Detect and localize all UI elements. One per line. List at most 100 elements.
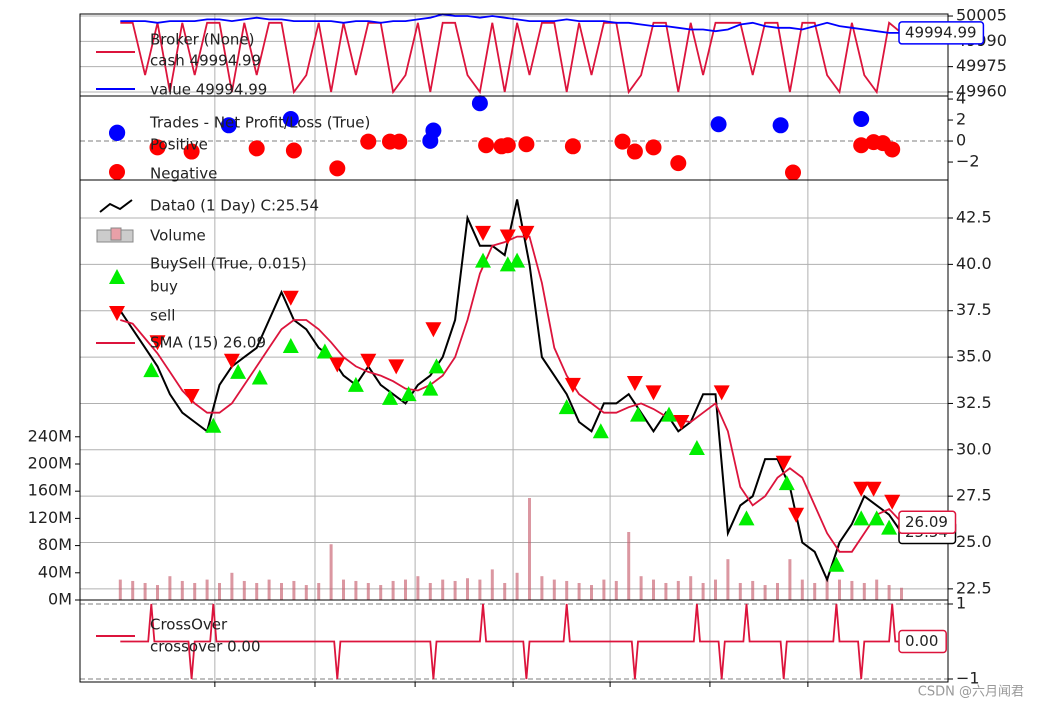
trade-dot [360,133,377,150]
sell-marker [329,357,346,373]
volume-bar [205,579,209,600]
legend-title: Trades - Net Profit/Loss (True) [149,114,370,132]
y-tick-label: 22.5 [956,578,992,597]
panel-frame [79,179,949,601]
buy-marker [868,510,885,526]
volume-bar [193,582,197,600]
legend-title: Broker (None) [150,31,254,49]
legend-label: Volume [150,227,206,245]
sell-marker [775,455,792,471]
volume-bar [453,580,457,600]
buy-marker [509,252,526,268]
volume-bar [838,579,841,600]
legend-label: Positive [150,136,208,154]
sell-marker [388,359,405,375]
buy-marker [316,343,333,359]
end-label: 49994.99 [905,23,977,41]
volume-bar [441,579,445,600]
buy-marker [282,337,299,353]
sell-marker [865,481,882,497]
buy-marker [251,369,268,385]
sell-marker [853,481,870,497]
trade-dot [478,137,495,154]
volume-bar [664,582,668,600]
trade-dot [614,133,631,150]
end-label: 0.00 [905,632,938,650]
trade-dot [853,137,870,154]
buy-marker [428,358,445,374]
volume-bar [528,497,531,600]
y-tick-label: 2 [956,110,966,129]
sell-marker [673,414,690,430]
volume-bar [354,580,358,600]
volume-bar [602,579,606,600]
volume-bar [689,576,693,600]
buy-marker [881,519,898,535]
trade-dot [149,139,166,156]
volume-bar [267,579,271,600]
volume-bar [714,579,717,600]
legend-swatch [99,199,133,213]
trade-dot [772,117,789,134]
sell-marker [282,290,299,306]
end-label: 26.09 [905,513,948,531]
volume-bar [875,579,879,600]
sell-marker [788,507,805,523]
sell-marker [499,229,516,245]
legend-swatch [109,269,125,284]
trade-dot [785,164,801,181]
legend-title: CrossOver [150,616,228,634]
volume-bar [627,531,631,600]
volume-bar [255,582,259,600]
buy-marker [828,556,845,572]
trade-dot [329,160,346,177]
sell-marker [626,376,643,392]
end-label-box [898,21,985,45]
volume-bar [565,580,569,600]
y2-tick-label: 40M [38,562,72,581]
trade-dot [425,122,442,139]
buy-marker [661,406,677,422]
trade-dot [564,138,581,155]
trade-dot [853,110,870,127]
volume-bar [726,559,730,600]
y2-tick-label: 200M [28,453,72,472]
y-tick-label: 37.5 [956,300,992,319]
volume-bar [540,576,544,600]
volume-bar [503,582,507,600]
trade-dot [248,140,265,157]
volume-bar [825,576,829,600]
buy-marker [688,439,705,455]
volume-bar [590,585,593,600]
buy-marker [592,423,609,439]
legend-label: cash 49994.99 [150,52,261,70]
volume-bar [230,572,234,600]
volume-bar [887,585,891,600]
volume-bar [763,585,767,600]
y-tick-label: 49975 [956,56,1007,75]
series-line [120,21,903,95]
volume-bar [218,582,221,600]
volume-bar [342,579,345,600]
trade-dot [884,141,901,158]
y2-tick-label: 120M [28,508,72,527]
volume-bar [478,579,482,600]
trade-dot [670,155,687,172]
legend-label: buy [150,278,178,296]
trade-dot [645,139,662,156]
volume-bar [143,582,147,600]
y-tick-label: 1 [956,594,966,613]
y2-tick-label: 0M [48,590,72,609]
volume-bar [329,544,333,600]
series-line [119,199,903,583]
volume-bar [156,585,159,600]
volume-bar [131,580,135,600]
volume-bar [639,576,643,600]
volume-bar [379,585,383,600]
volume-bar [900,587,903,600]
volume-bar [180,580,184,600]
buy-marker [778,475,795,491]
y-tick-label: 32.5 [956,393,992,412]
y-tick-label: 42.5 [956,208,992,227]
volume-bar [788,559,792,600]
